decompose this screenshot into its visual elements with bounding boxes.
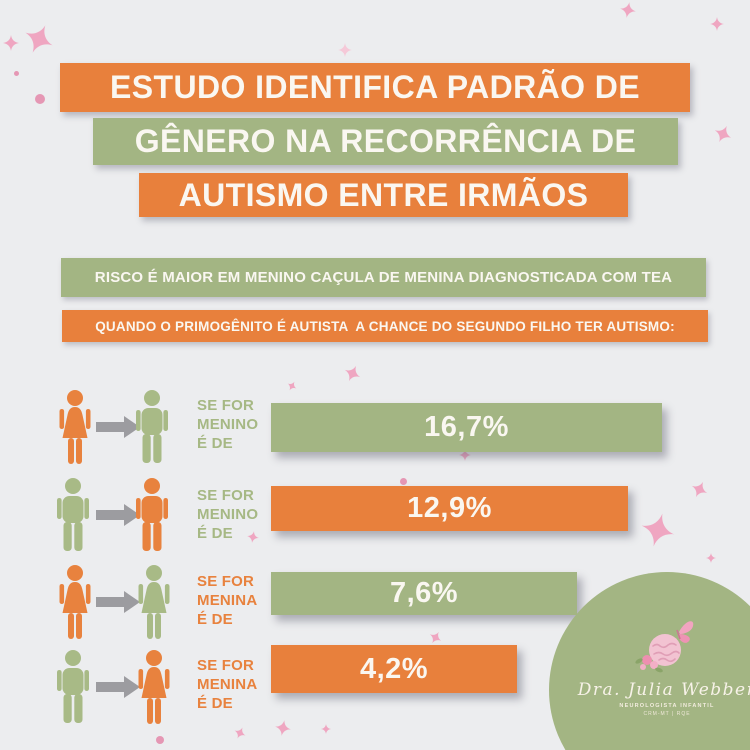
sparkle-icon bbox=[247, 531, 259, 543]
percentage-value: 16,7% bbox=[424, 411, 509, 443]
row-label-line: SE FOR bbox=[197, 397, 255, 414]
title-text-3: AUTISMO ENTRE IRMÃOS bbox=[178, 176, 589, 213]
row-label-line: SE FOR bbox=[197, 657, 255, 674]
butterfly-icon bbox=[676, 621, 694, 643]
condition-banner-text: TER AUTISMO: bbox=[571, 318, 675, 334]
doctor-name: Dra. Julia Webber bbox=[577, 680, 750, 700]
dot-icon bbox=[13, 70, 19, 76]
title-text-2: GÊNERO NA RECORRÊNCIA DE bbox=[134, 123, 637, 159]
condition-banner-bold-text: SEGUNDO FILHO bbox=[456, 318, 572, 334]
row-label-line: SE FOR bbox=[197, 573, 255, 590]
sparkle-icon bbox=[25, 25, 53, 53]
condition-statement-banner: QUANDO O PRIMOGÊNITO É AUTISTA A CHANCE … bbox=[62, 310, 708, 342]
sparkle-icon bbox=[620, 2, 636, 18]
flowers-icon bbox=[635, 655, 663, 673]
dot-icon bbox=[399, 477, 407, 485]
title-banner-line-1: ESTUDO IDENTIFICA PADRÃO DE bbox=[60, 63, 690, 112]
sparkle-icon bbox=[429, 631, 441, 643]
condition-banner-text: É AUTISTA A CHANCE DO bbox=[273, 318, 457, 334]
title-banner-line-2: GÊNERO NA RECORRÊNCIA DE bbox=[93, 118, 678, 165]
row-label-line: É DE bbox=[197, 611, 233, 628]
sparkle-icon bbox=[641, 513, 675, 547]
sparkle-icon bbox=[287, 381, 297, 391]
sparkle-icon bbox=[714, 125, 732, 143]
sparkle-icon bbox=[706, 553, 716, 563]
sparkle-icon bbox=[338, 43, 352, 57]
younger-sibling-girl-icon bbox=[138, 565, 170, 639]
risk-statement-text: RISCO É MAIOR EM MENINO CAÇULA DE MENINA… bbox=[94, 269, 673, 286]
row-label: SE FOR MENINA É DE bbox=[197, 572, 277, 629]
brain-butterfly-logo bbox=[635, 621, 694, 673]
sparkle-icon bbox=[234, 727, 246, 739]
percentage-bar: 12,9% bbox=[271, 486, 628, 531]
older-sibling-girl-icon bbox=[59, 565, 91, 639]
sparkle-icon bbox=[710, 17, 724, 31]
row-label: SE FOR MENINA É DE bbox=[197, 656, 277, 713]
younger-sibling-boy-icon bbox=[136, 390, 168, 463]
condition-banner-bold-text: PRIMOGÊNITO bbox=[175, 318, 273, 334]
row-label: SE FOR MENINO É DE bbox=[197, 486, 277, 543]
percentage-bar: 7,6% bbox=[271, 572, 577, 615]
arrow-right-icon bbox=[96, 591, 140, 613]
title-text-1: ESTUDO IDENTIFICA PADRÃO DE bbox=[110, 69, 640, 105]
row-label-line: É DE bbox=[197, 435, 233, 452]
younger-sibling-girl-icon bbox=[138, 650, 170, 724]
percentage-value: 7,6% bbox=[389, 577, 459, 609]
risk-statement-banner: RISCO É MAIOR EM MENINO CAÇULA DE MENINA… bbox=[61, 258, 706, 297]
sparkle-icon bbox=[321, 724, 331, 734]
row-label-line: SE FOR bbox=[197, 487, 255, 504]
doctor-specialty: NEUROLOGISTA INFANTIL bbox=[619, 703, 715, 709]
doctor-registry: CRM-MT | RQE bbox=[643, 711, 691, 717]
sparkle-icon bbox=[459, 449, 471, 461]
row-label-line: MENINA bbox=[197, 592, 258, 609]
percentage-bar: 16,7% bbox=[271, 403, 662, 452]
older-sibling-boy-icon bbox=[57, 478, 89, 551]
older-sibling-boy-icon bbox=[57, 650, 89, 723]
condition-banner-text: QUANDO O bbox=[95, 318, 176, 334]
arrow-right-icon bbox=[96, 416, 140, 438]
row-label-line: MENINO bbox=[197, 416, 259, 433]
younger-sibling-boy-icon bbox=[136, 478, 168, 551]
dot-icon bbox=[156, 736, 164, 744]
percentage-value: 4,2% bbox=[359, 652, 429, 685]
sparkle-icon bbox=[3, 35, 19, 51]
row-label-line: É DE bbox=[197, 525, 233, 542]
row-label-line: MENINO bbox=[197, 506, 259, 523]
brain-icon bbox=[649, 634, 681, 666]
older-sibling-girl-icon bbox=[59, 390, 91, 464]
recurrence-row-2: SE FOR MENINO É DE 12,9% bbox=[0, 473, 750, 565]
row-label: SE FOR MENINO É DE bbox=[197, 396, 277, 453]
title-banner-line-3: AUTISMO ENTRE IRMÃOS bbox=[139, 173, 628, 217]
recurrence-row-4: SE FOR MENINA É DE 4,2% bbox=[0, 645, 750, 737]
recurrence-row-1: SE FOR MENINO É DE 16,7% bbox=[0, 385, 750, 477]
row-label-line: É DE bbox=[197, 695, 233, 712]
percentage-bar: 4,2% bbox=[271, 645, 517, 693]
arrow-right-icon bbox=[96, 676, 140, 698]
arrow-right-icon bbox=[96, 504, 140, 526]
sparkle-icon bbox=[275, 720, 291, 736]
dot-icon bbox=[35, 94, 45, 104]
sparkle-icon bbox=[691, 481, 707, 497]
sparkle-icon bbox=[344, 365, 360, 381]
recurrence-row-3: SE FOR MENINA É DE 7,6% bbox=[0, 560, 750, 652]
percentage-value: 12,9% bbox=[407, 492, 492, 524]
row-label-line: MENINA bbox=[197, 676, 258, 693]
